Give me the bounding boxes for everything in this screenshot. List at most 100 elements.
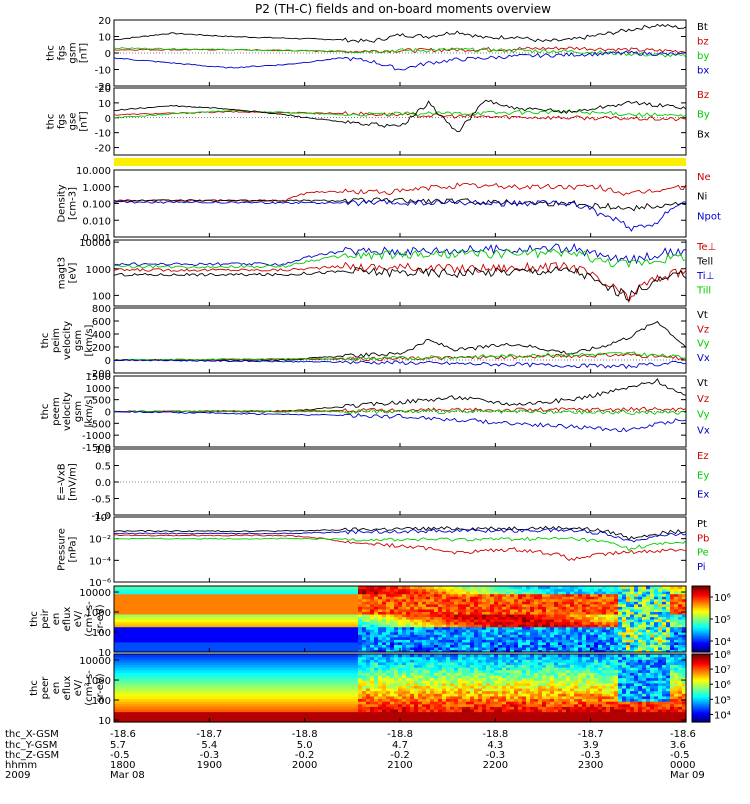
y-axis-label: thc [46, 114, 57, 130]
legend-entry: Npot [697, 211, 721, 222]
y-axis-label: gsm [73, 401, 84, 422]
y-tick-label: -1000 [82, 431, 111, 442]
legend-entry: Bx [697, 129, 710, 140]
y-tick-label: 10000 [79, 588, 111, 599]
colorbar-tick-label: 10⁴ [714, 637, 731, 648]
series-line-bz [114, 47, 686, 53]
panel-frame [114, 517, 686, 582]
legend-entry: Vy [697, 410, 710, 421]
y-axis-label: magt3 [57, 257, 68, 290]
y-tick-label: 10⁻⁴ [89, 556, 111, 567]
panel-frame [114, 170, 686, 237]
panel-yellow-bar [114, 158, 686, 166]
series-line-Vt [114, 379, 686, 412]
y-tick-label: 0 [105, 356, 111, 367]
series-line-by [114, 48, 686, 58]
y-tick-label: 0.010 [82, 216, 111, 227]
y-tick-label: 0 [105, 114, 111, 125]
y-axis-label: thc [29, 611, 40, 627]
panel-density: 10.0001.0000.1000.0100.001Density[cm-3]N… [57, 166, 721, 244]
panel-frame [114, 88, 686, 155]
y-tick-label: 0.5 [95, 462, 111, 473]
legend-entry: Pt [697, 519, 707, 530]
y-axis-label: peem [51, 397, 62, 425]
series-line-Vy [114, 352, 686, 360]
legend-entry: Pb [697, 533, 709, 544]
legend-entry: bx [697, 66, 709, 77]
series-line-Vx [114, 411, 686, 431]
y-tick-label: 100 [92, 291, 111, 302]
y-axis-label: peim [51, 328, 62, 353]
legend-entry: Till [696, 286, 711, 297]
y-axis-label: fgs [57, 114, 68, 129]
y-tick-label: 10000 [79, 238, 111, 249]
y-axis-label: fgs [57, 45, 68, 60]
y-axis-label: [cm-3] [68, 187, 79, 220]
series-line-Pe [114, 537, 686, 550]
y-tick-label: 20 [98, 84, 111, 95]
legend-entry: Vz [697, 324, 709, 335]
y-tick-label: -0.5 [91, 495, 111, 506]
colorbar-tick-label: 10⁶ [714, 593, 731, 604]
legend-entry: Vt [697, 378, 708, 389]
legend-entry: Vy [697, 339, 710, 350]
y-axis-label: [mV/m] [68, 463, 79, 501]
y-tick-label: 10 [98, 99, 111, 110]
legend-entry: Ne [697, 172, 711, 183]
y-axis-label: eflux [62, 607, 73, 632]
legend-entry: Vt [697, 310, 708, 321]
y-axis-label: eV/ [73, 610, 84, 627]
legend-entry: Bt [697, 22, 708, 33]
series-line-Ti⊥ [114, 244, 686, 266]
legend-entry: Pi [697, 562, 706, 573]
y-tick-label: 1.0 [95, 445, 111, 456]
legend-entry: Ex [697, 490, 709, 501]
legend-entry: by [697, 51, 709, 62]
y-axis-label: thc [40, 333, 51, 349]
y-axis-label: [nT] [79, 43, 90, 63]
y-tick-label: -20 [95, 144, 111, 155]
y-tick-label: 10.000 [76, 166, 111, 177]
y-tick-label: 0.0 [95, 478, 111, 489]
y-axis-label: en [51, 613, 62, 626]
series-line-Tell [114, 267, 686, 301]
series-line-Npot [114, 200, 686, 231]
y-axis-label: Density [57, 184, 68, 222]
legend-entry: Ni [697, 192, 707, 203]
y-axis-label: [eV] [68, 263, 79, 284]
legend-entry: bz [697, 37, 709, 48]
y-tick-label: 1.000 [82, 183, 111, 194]
series-line-Bt [114, 24, 686, 42]
legend-entry: Ey [697, 470, 709, 481]
y-axis-label: [nPa] [68, 536, 79, 562]
y-tick-label: 1000 [86, 265, 111, 276]
series-line-Bx [114, 100, 686, 132]
y-tick-label: 800 [92, 304, 111, 315]
legend-entry: Vz [697, 394, 709, 405]
legend-entry: Te⊥ [696, 242, 716, 253]
legend-entry: Tell [696, 257, 713, 268]
legend-entry: Ez [697, 451, 709, 462]
y-axis-label: Pressure [57, 528, 68, 571]
legend-entry: Pe [697, 548, 709, 559]
y-axis-label: sr-eV) [95, 604, 106, 633]
y-tick-label: 1000 [86, 384, 111, 395]
y-tick-label: 1500 [86, 372, 111, 383]
legend-entry: Vx [697, 353, 710, 364]
y-axis-label: E=-VxB [57, 463, 68, 500]
series-line-bx [114, 51, 686, 70]
y-axis-label: [km/s] [84, 395, 95, 427]
y-tick-label: 0 [105, 49, 111, 60]
y-axis-label: (cm²-s- [84, 601, 95, 637]
y-tick-label: 10⁻² [89, 535, 111, 546]
yellow-status-bar [114, 158, 686, 166]
